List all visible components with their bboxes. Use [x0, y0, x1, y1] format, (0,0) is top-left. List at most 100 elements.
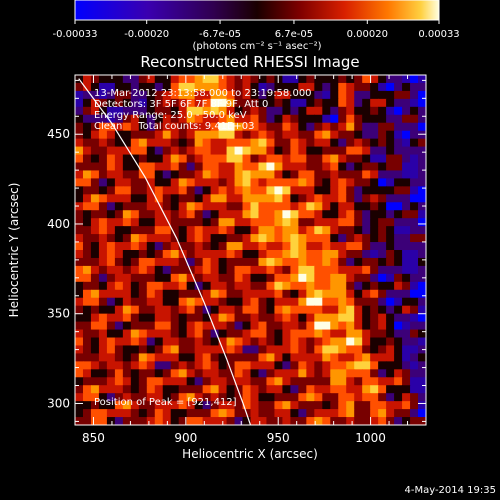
- colorbar: -0.00033 -0.00020 -6.7e-05 6.7e-05 0.00020 0.…: [53, 0, 460, 52]
- heatmap-pixel: [330, 353, 339, 362]
- heatmap-pixel: [82, 401, 92, 410]
- heatmap-pixel: [98, 138, 108, 148]
- heatmap-pixel: [370, 393, 379, 402]
- heatmap-pixel: [226, 385, 236, 394]
- heatmap-pixel: [170, 273, 180, 283]
- heatmap-pixel: [410, 242, 419, 251]
- heatmap-pixel: [298, 218, 307, 227]
- heatmap-pixel: [202, 273, 212, 283]
- heatmap-pixel: [75, 186, 84, 195]
- heatmap-pixel: [162, 329, 172, 339]
- heatmap-pixel: [90, 257, 100, 267]
- heatmap-pixel: [250, 162, 260, 172]
- heatmap-pixel: [170, 178, 180, 187]
- heatmap-pixel: [290, 226, 299, 235]
- heatmap-pixel: [354, 90, 363, 100]
- heatmap-pixel: [242, 393, 252, 402]
- heatmap-pixel: [82, 98, 92, 108]
- heatmap-pixel: [362, 194, 371, 203]
- heatmap-pixel: [306, 353, 315, 362]
- heatmap-pixel: [234, 202, 244, 211]
- heatmap-pixel: [178, 377, 188, 386]
- heatmap-pixel: [210, 98, 220, 108]
- heatmap-pixel: [130, 345, 140, 354]
- heatmap-pixel: [114, 353, 124, 362]
- heatmap-pixel: [226, 265, 236, 275]
- heatmap-pixel: [146, 146, 156, 156]
- heatmap-pixel: [194, 218, 204, 227]
- heatmap-pixel: [178, 170, 188, 179]
- heatmap-pixel: [218, 313, 228, 323]
- heatmap-pixel: [274, 130, 284, 140]
- heatmap-pixel: [226, 202, 236, 211]
- heatmap-pixel: [258, 98, 268, 108]
- heatmap-pixel: [122, 162, 132, 172]
- heatmap-pixel: [82, 242, 92, 251]
- heatmap-pixel: [394, 82, 403, 92]
- heatmap-pixel: [194, 178, 204, 187]
- heatmap-pixel: [298, 377, 307, 386]
- heatmap-pixel: [186, 361, 196, 370]
- heatmap-pixel: [138, 409, 148, 418]
- heatmap-pixel: [266, 289, 276, 299]
- heatmap-pixel: [194, 242, 204, 251]
- heatmap-pixel: [410, 234, 419, 243]
- heatmap-pixel: [282, 82, 291, 92]
- heatmap-pixel: [418, 289, 426, 299]
- heatmap-pixel: [154, 210, 164, 219]
- heatmap-pixel: [194, 401, 204, 410]
- heatmap-pixel: [130, 385, 140, 394]
- heatmap-pixel: [138, 194, 148, 203]
- heatmap-pixel: [322, 329, 331, 339]
- heatmap-pixel: [338, 305, 347, 315]
- heatmap-pixel: [82, 409, 92, 418]
- heatmap-pixel: [290, 250, 299, 259]
- heatmap-pixel: [386, 90, 395, 100]
- heatmap-pixel: [186, 82, 196, 92]
- heatmap-pixel: [282, 218, 291, 227]
- heatmap-pixel: [338, 265, 347, 275]
- heatmap-pixel: [226, 146, 236, 156]
- heatmap-pixel: [338, 250, 347, 259]
- heatmap-pixel: [394, 178, 403, 187]
- heatmap-pixel: [242, 273, 252, 283]
- heatmap-pixel: [210, 170, 220, 179]
- heatmap-pixel: [98, 226, 108, 235]
- heatmap-pixel: [314, 178, 323, 187]
- heatmap-pixel: [250, 250, 260, 259]
- heatmap-pixel: [346, 186, 355, 195]
- heatmap-pixel: [418, 393, 426, 402]
- heatmap-pixel: [75, 146, 84, 156]
- heatmap-pixel: [226, 106, 236, 116]
- heatmap-pixel: [378, 210, 387, 219]
- heatmap-pixel: [394, 162, 403, 172]
- heatmap-pixel: [346, 369, 355, 378]
- heatmap-pixel: [250, 82, 260, 92]
- heatmap-pixel: [75, 417, 84, 425]
- heatmap-pixel: [178, 321, 188, 331]
- heatmap-pixel: [106, 75, 116, 84]
- heatmap-pixel: [258, 409, 268, 418]
- heatmap-pixel: [266, 297, 276, 307]
- heatmap-pixel: [402, 106, 411, 116]
- heatmap-pixel: [346, 329, 355, 339]
- heatmap-pixel: [114, 321, 124, 331]
- heatmap-pixel: [274, 401, 284, 410]
- heatmap-pixel: [75, 250, 84, 259]
- heatmap-pixel: [298, 409, 307, 418]
- heatmap-pixel: [138, 226, 148, 235]
- heatmap-pixel: [130, 114, 140, 124]
- heatmap-pixel: [410, 170, 419, 179]
- heatmap-pixel: [258, 234, 268, 243]
- heatmap-pixel: [242, 353, 252, 362]
- heatmap-pixel: [106, 321, 116, 331]
- heatmap-pixel: [154, 242, 164, 251]
- heatmap-pixel: [322, 75, 331, 84]
- heatmap-pixel: [410, 98, 419, 108]
- heatmap-pixel: [402, 321, 411, 331]
- heatmap-pixel: [170, 186, 180, 195]
- heatmap-pixel: [154, 345, 164, 354]
- heatmap-pixel: [378, 313, 387, 323]
- heatmap-pixel: [330, 202, 339, 211]
- heatmap-pixel: [210, 257, 220, 267]
